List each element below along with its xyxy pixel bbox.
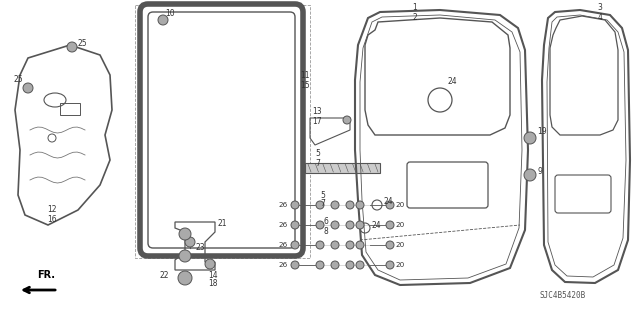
Circle shape: [331, 261, 339, 269]
Text: 23: 23: [195, 243, 205, 253]
Circle shape: [386, 221, 394, 229]
Text: 20: 20: [395, 262, 404, 268]
Text: 19: 19: [537, 128, 547, 137]
Circle shape: [331, 241, 339, 249]
Text: 9: 9: [537, 167, 542, 176]
Text: 20: 20: [395, 222, 404, 228]
Text: 24: 24: [371, 220, 381, 229]
Text: SJC4B5420B: SJC4B5420B: [540, 291, 586, 300]
Text: 26: 26: [278, 262, 287, 268]
Circle shape: [356, 221, 364, 229]
Text: 2: 2: [413, 12, 417, 21]
Text: 24: 24: [448, 78, 458, 86]
Text: 5: 5: [315, 150, 320, 159]
Circle shape: [291, 241, 299, 249]
Text: 8: 8: [323, 226, 328, 235]
Circle shape: [316, 201, 324, 209]
Text: 20: 20: [395, 242, 404, 248]
Text: 12: 12: [47, 205, 57, 214]
Text: 13: 13: [312, 108, 322, 116]
Text: 1: 1: [413, 4, 417, 12]
Text: 25: 25: [78, 39, 88, 48]
Circle shape: [386, 201, 394, 209]
Text: 21: 21: [218, 219, 227, 228]
Circle shape: [179, 250, 191, 262]
Text: 16: 16: [47, 216, 57, 225]
Circle shape: [356, 261, 364, 269]
Text: 18: 18: [208, 279, 218, 288]
Text: 6: 6: [323, 218, 328, 226]
Text: 26: 26: [278, 202, 287, 208]
Text: 3: 3: [598, 4, 602, 12]
Text: 4: 4: [598, 12, 602, 21]
Circle shape: [386, 241, 394, 249]
Circle shape: [291, 201, 299, 209]
Text: 11: 11: [300, 70, 310, 79]
Circle shape: [23, 83, 33, 93]
Text: 20: 20: [395, 202, 404, 208]
Circle shape: [291, 221, 299, 229]
Text: 7: 7: [315, 159, 320, 167]
Circle shape: [343, 116, 351, 124]
Circle shape: [178, 271, 192, 285]
Circle shape: [205, 259, 215, 269]
Text: 22: 22: [160, 271, 170, 280]
Circle shape: [316, 241, 324, 249]
Circle shape: [386, 261, 394, 269]
Text: 7: 7: [320, 199, 325, 209]
Circle shape: [346, 201, 354, 209]
Text: 17: 17: [312, 117, 322, 127]
Circle shape: [356, 241, 364, 249]
Circle shape: [524, 132, 536, 144]
Circle shape: [316, 221, 324, 229]
Text: 25: 25: [13, 76, 22, 85]
Circle shape: [158, 15, 168, 25]
Circle shape: [331, 201, 339, 209]
Bar: [60, 103, 80, 115]
Circle shape: [179, 228, 191, 240]
Text: 26: 26: [278, 222, 287, 228]
Circle shape: [356, 201, 364, 209]
Circle shape: [185, 237, 195, 247]
Circle shape: [346, 221, 354, 229]
Text: 10: 10: [165, 9, 175, 18]
Text: FR.: FR.: [37, 270, 55, 280]
Circle shape: [331, 221, 339, 229]
Circle shape: [524, 169, 536, 181]
Circle shape: [346, 261, 354, 269]
Circle shape: [346, 241, 354, 249]
Bar: [305, 163, 380, 173]
Circle shape: [67, 42, 77, 52]
Text: 5: 5: [320, 190, 325, 199]
Circle shape: [291, 261, 299, 269]
Text: 26: 26: [278, 242, 287, 248]
Text: 14: 14: [208, 271, 218, 279]
Circle shape: [316, 261, 324, 269]
Text: 15: 15: [300, 80, 310, 90]
Text: 24: 24: [383, 197, 392, 205]
